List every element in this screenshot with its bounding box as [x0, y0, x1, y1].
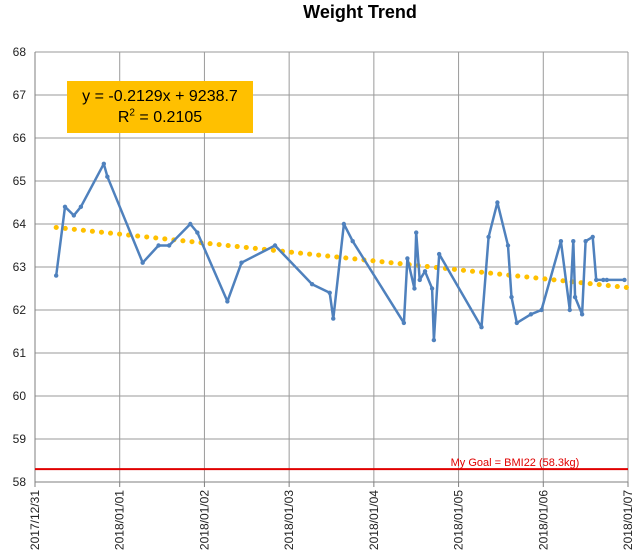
x-tick-label: 2018/01/02: [197, 490, 211, 550]
data-point: [327, 290, 332, 295]
data-point: [604, 277, 610, 283]
data-point: [579, 312, 585, 317]
data-point: [601, 277, 606, 283]
data-point: [567, 307, 572, 313]
data-point: [239, 260, 244, 265]
chart-title: Weight Trend: [303, 2, 417, 22]
y-axis: 58 59 60 61 62 63 64 65 66 67 68: [13, 45, 36, 489]
data-point: [78, 204, 84, 209]
data-point: [195, 230, 200, 235]
y-tick-label: 60: [13, 389, 27, 403]
goal-line-group: My Goal = BMI22 (58.3kg): [35, 457, 628, 471]
data-point: [101, 161, 107, 166]
data-point: [272, 243, 278, 248]
data-point: [156, 243, 161, 248]
data-point: [414, 230, 419, 235]
data-point: [350, 239, 355, 244]
series-line: [54, 162, 625, 342]
data-point: [505, 243, 511, 248]
r-squared-label: R: [117, 109, 130, 126]
trendline-equation-box: y = -0.2129x + 9238.7 R2 = 0.2105: [67, 81, 253, 133]
data-point: [509, 294, 514, 300]
data-point: [583, 239, 588, 244]
data-point: [622, 277, 627, 283]
y-tick-label: 59: [13, 432, 27, 446]
data-point: [479, 325, 484, 330]
y-tick-label: 63: [13, 260, 27, 274]
data-point: [53, 273, 59, 278]
y-tick-label: 62: [13, 303, 27, 317]
y-tick-label: 61: [13, 346, 27, 360]
data-point: [590, 234, 595, 240]
data-point: [412, 286, 417, 291]
data-point: [436, 251, 442, 257]
y-tick-label: 58: [13, 475, 27, 489]
trendline-equation: y = -0.2129x + 9238.7: [82, 88, 238, 105]
goal-label: My Goal = BMI22 (58.3kg): [451, 457, 580, 469]
y-tick-label: 66: [13, 131, 27, 145]
y-tick-label: 64: [13, 217, 27, 231]
data-point: [331, 316, 336, 321]
r-squared-exponent: 2: [129, 107, 135, 119]
data-point: [486, 234, 491, 240]
data-point: [417, 277, 422, 283]
data-point: [401, 320, 407, 326]
data-point: [341, 221, 347, 227]
r-squared-value: = 0.2105: [134, 109, 203, 126]
data-point: [572, 294, 578, 300]
data-point: [514, 320, 520, 326]
x-tick-label: 2017/12/31: [28, 490, 42, 550]
data-point: [594, 277, 599, 283]
data-point: [431, 337, 437, 343]
y-tick-label: 68: [13, 45, 27, 59]
x-tick-label: 2018/01/07: [621, 490, 635, 550]
data-point: [539, 307, 544, 313]
trendline-r-squared: R2 = 0.2105: [67, 107, 253, 128]
x-tick-label: 2018/01/05: [452, 490, 466, 550]
x-tick-label: 2018/01/03: [282, 490, 296, 550]
data-point: [422, 269, 428, 274]
y-tick-label: 67: [13, 88, 27, 102]
data-point: [558, 239, 564, 244]
data-point: [105, 174, 110, 179]
data-point: [71, 213, 77, 218]
data-point: [495, 200, 500, 205]
data-point: [309, 282, 315, 287]
x-axis: 2017/12/31 2018/01/01 2018/01/02 2018/01/03…: [28, 481, 635, 550]
data-point: [166, 243, 172, 248]
y-tick-label: 65: [13, 174, 27, 188]
data-point: [62, 204, 68, 209]
data-point: [571, 239, 576, 244]
data-point: [405, 256, 410, 261]
x-tick-label: 2018/01/06: [536, 490, 550, 550]
data-point: [188, 221, 193, 227]
x-tick-label: 2018/01/01: [113, 490, 127, 550]
series-group: [53, 161, 627, 343]
data-point: [429, 286, 435, 291]
data-point: [140, 260, 145, 265]
data-point: [225, 299, 230, 304]
x-tick-label: 2018/01/04: [367, 490, 381, 550]
data-point: [528, 312, 534, 317]
